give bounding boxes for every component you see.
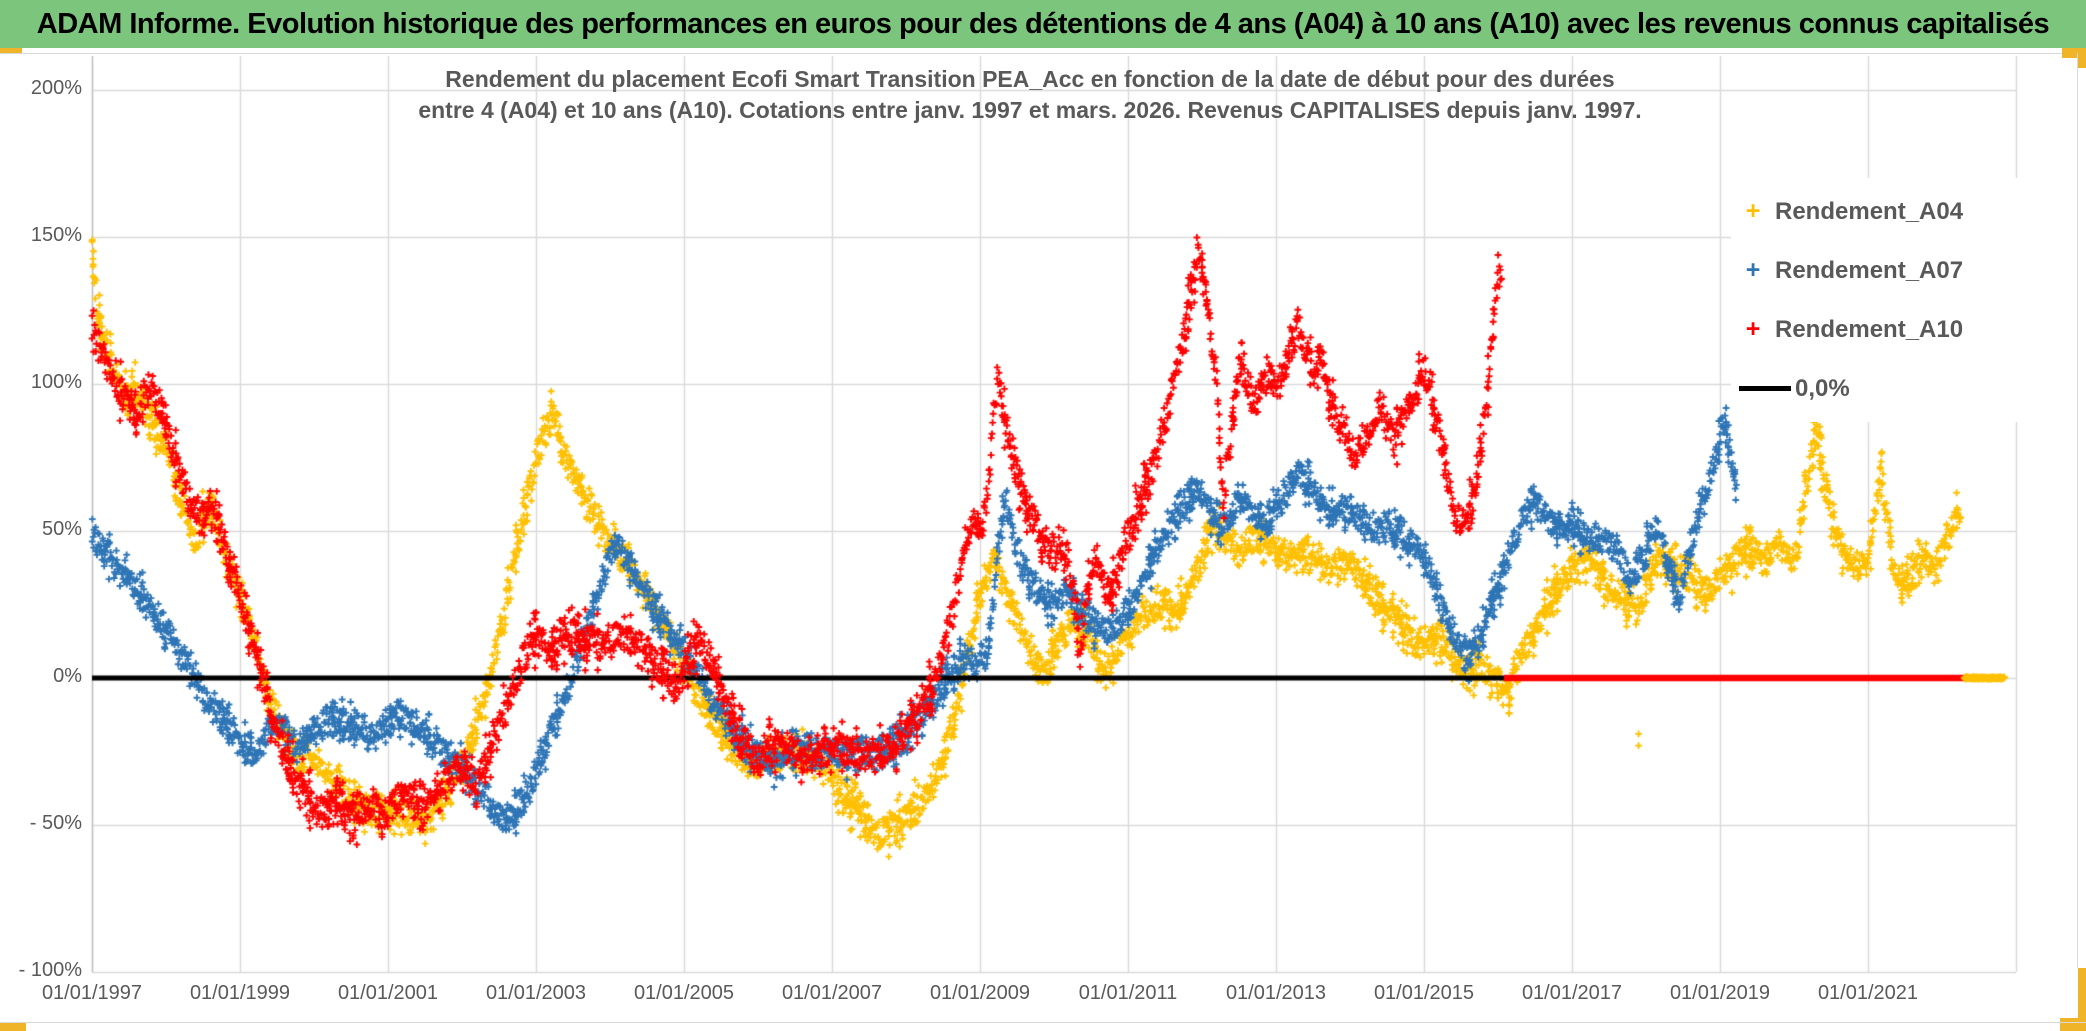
legend-item-a10[interactable]: + Rendement_A10: [1731, 300, 2019, 359]
x-tick-label: 01/01/1997: [41, 982, 143, 1004]
x-tick-label: 01/01/2011: [1078, 982, 1178, 1004]
plus-marker-icon-a07: +: [1745, 256, 1761, 284]
y-tick-label: 0%: [53, 665, 82, 687]
y-tick-label: - 50%: [29, 812, 82, 834]
x-tick-label: 01/01/2017: [1521, 982, 1623, 1004]
legend-label-zero: 0,0%: [1795, 374, 1850, 402]
x-tick-label: 01/01/2005: [633, 982, 735, 1004]
legend-item-a04[interactable]: + Rendement_A04: [1731, 182, 2019, 241]
legend-label-a10: Rendement_A10: [1775, 315, 1964, 343]
y-tick-label: 150%: [30, 224, 82, 246]
plus-marker-icon-a10: +: [1745, 315, 1761, 343]
legend: + Rendement_A04 + Rendement_A07 + Rendem…: [1731, 178, 2019, 422]
legend-item-a07[interactable]: + Rendement_A07: [1731, 241, 2019, 300]
y-tick-label: - 100%: [18, 959, 82, 981]
x-tick-label: 01/01/2021: [1817, 982, 1919, 1004]
x-tick-label: 01/01/2019: [1669, 982, 1771, 1004]
x-tick-label: 01/01/2015: [1373, 982, 1475, 1004]
x-tick-label: 01/01/2013: [1225, 982, 1327, 1004]
chart-title: Rendement du placement Ecofi Smart Trans…: [340, 64, 1720, 126]
plus-marker-icon-a04: +: [1745, 197, 1761, 225]
zero-line-icon: [1739, 386, 1791, 391]
x-tick-label: 01/01/2001: [337, 982, 439, 1004]
x-tick-label: 01/01/2003: [485, 982, 587, 1004]
x-tick-label: 01/01/2009: [929, 982, 1031, 1004]
y-tick-label: 200%: [30, 77, 82, 99]
x-tick-label: 01/01/1999: [189, 982, 291, 1004]
legend-label-a07: Rendement_A07: [1775, 256, 1964, 284]
y-tick-label: 100%: [30, 371, 82, 393]
y-tick-label: 50%: [41, 518, 82, 540]
x-tick-label: 01/01/2007: [781, 982, 883, 1004]
chart-title-line1: Rendement du placement Ecofi Smart Trans…: [445, 66, 1615, 92]
legend-item-zero[interactable]: 0,0%: [1731, 359, 2019, 418]
chart-title-line2: entre 4 (A04) et 10 ans (A10). Cotations…: [418, 97, 1642, 123]
legend-label-a04: Rendement_A04: [1775, 197, 1964, 225]
